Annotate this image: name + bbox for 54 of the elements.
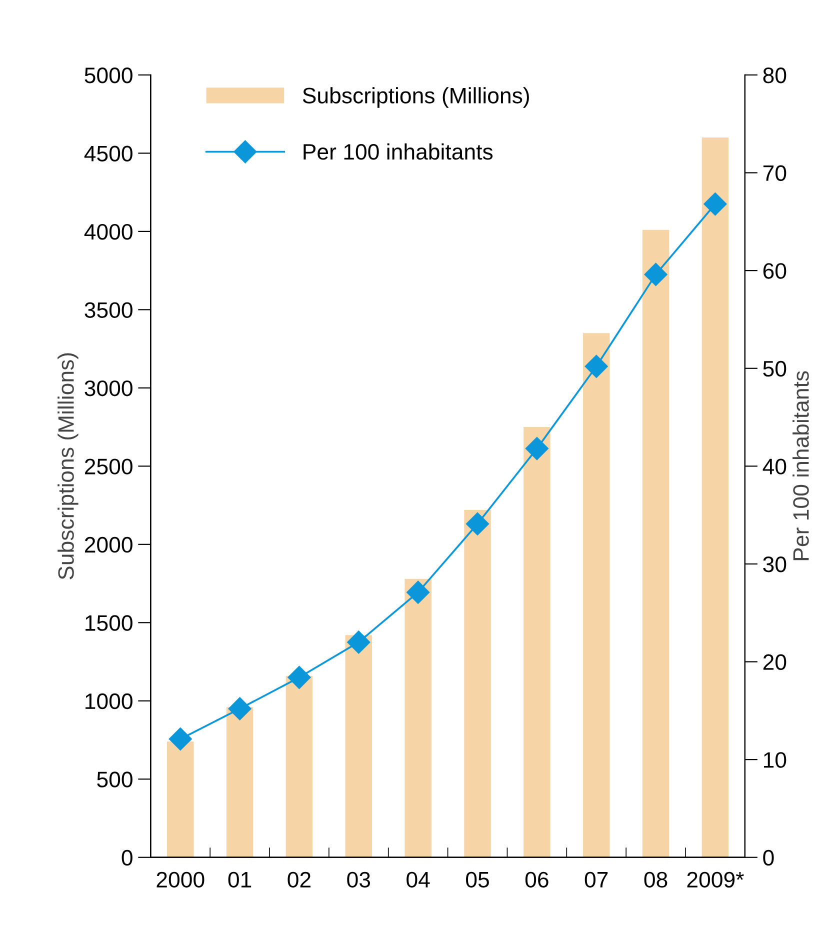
point <box>584 354 608 378</box>
y2-tick-label: 60 <box>763 263 786 279</box>
bar <box>404 578 432 858</box>
point <box>644 262 668 286</box>
x-tick-label: 2000 <box>156 872 204 888</box>
point <box>288 666 311 689</box>
y2-axis-title: Per 100 inhabitants <box>792 371 809 560</box>
y2-tick-label: 30 <box>763 556 786 572</box>
y-tick-label: 4000 <box>84 224 132 240</box>
bar <box>464 510 491 858</box>
bar <box>642 230 670 858</box>
bar <box>167 742 194 858</box>
bar <box>582 333 610 858</box>
y2-tick-label: 70 <box>763 165 786 182</box>
x-tick-label: 07 <box>584 872 608 888</box>
y2-tick-label: 0 <box>763 850 774 866</box>
x-tick-label: 02 <box>288 872 310 888</box>
point <box>466 512 490 536</box>
y-tick-label: 2000 <box>84 536 132 553</box>
legend-label: Per 100 inhabitants <box>304 143 493 160</box>
y2-tick-label: 80 <box>763 67 786 84</box>
y-tick-label: 500 <box>97 772 132 788</box>
y2-tick-label: 40 <box>762 458 786 474</box>
bar <box>286 676 313 858</box>
y-tick-label: 1500 <box>86 615 132 631</box>
y-tick-label: 0 <box>122 850 132 866</box>
y-tick-label: 3000 <box>84 380 132 396</box>
bar <box>702 138 729 858</box>
y-tick-label: 4500 <box>84 146 132 162</box>
point <box>406 580 430 604</box>
x-tick-label: 01 <box>228 872 252 888</box>
point <box>347 630 370 654</box>
x-tick-label: 04 <box>406 872 430 888</box>
bar <box>524 427 550 858</box>
y2-tick-label: 20 <box>763 654 786 670</box>
y-tick-label: 5000 <box>84 67 132 84</box>
x-tick-label: 2009* <box>687 872 744 888</box>
y2-tick-label: 10 <box>764 752 786 768</box>
point <box>704 192 727 216</box>
bar <box>345 635 372 858</box>
y-axis-title: Subscriptions (Millions) <box>58 353 78 580</box>
x-tick-label: 08 <box>644 872 668 888</box>
point <box>228 697 252 720</box>
y-tick-label: 3500 <box>84 302 132 318</box>
bar <box>226 707 254 858</box>
x-tick-label: 05 <box>466 872 489 888</box>
y-tick-label: 2500 <box>84 458 132 474</box>
x-tick-label: 03 <box>347 872 370 888</box>
point <box>168 728 192 751</box>
point <box>525 437 548 460</box>
y2-tick-label: 50 <box>763 360 786 377</box>
y-tick-label: 1000 <box>86 693 132 710</box>
legend-label: Subscriptions (Millions) <box>302 87 529 108</box>
x-tick-label: 06 <box>525 872 548 888</box>
